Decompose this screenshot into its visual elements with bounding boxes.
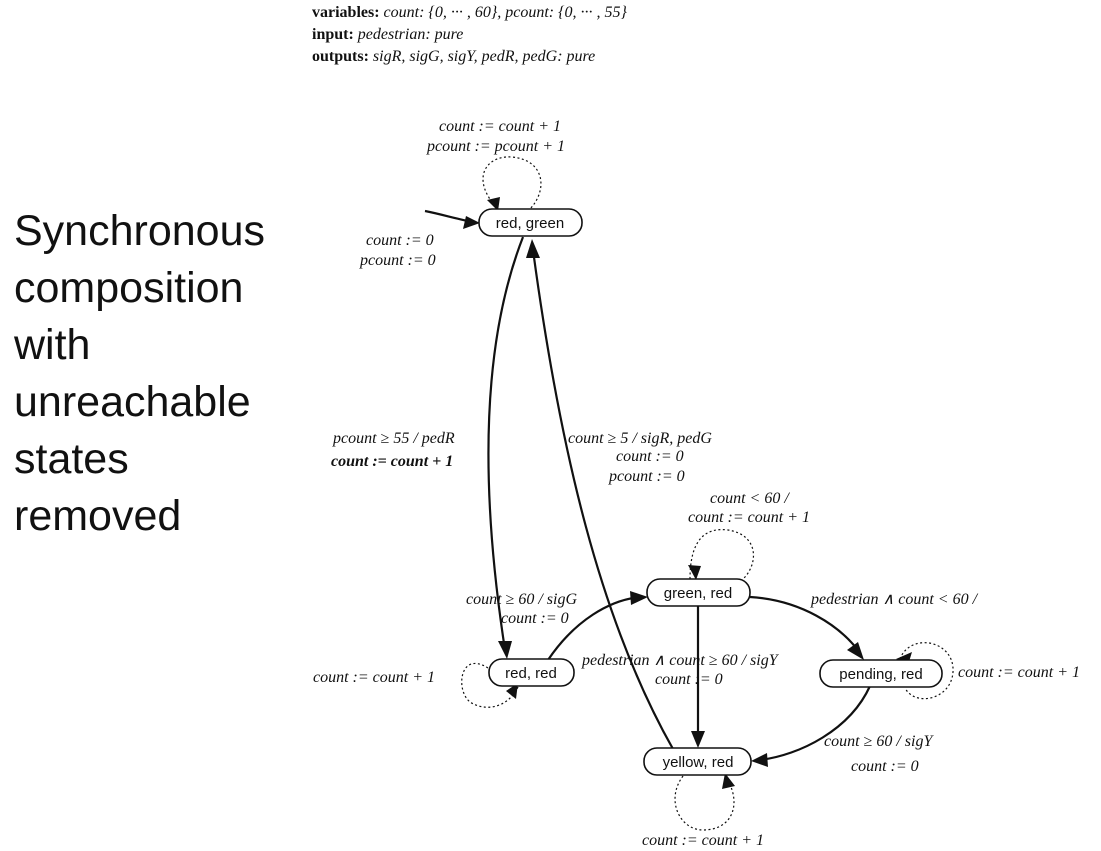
edge-green-red-to-pending-red-arrowhead [847,642,864,660]
self-loop-green-red-label-1: count < 60 / [710,490,790,507]
svg-text:red, green: red, green [496,215,564,232]
edge-green-red-to-pending-red-label: pedestrian ∧ count < 60 / [810,591,979,608]
self-loop-red-green [482,156,542,210]
input-declaration: input: pedestrian: pure [312,26,464,43]
self-loop-green-red-label-2: count := count + 1 [688,509,810,526]
state-green-red: green, red [646,578,751,607]
edge-red-green-to-red-red-arrowhead [498,641,512,659]
initial-label-count: count := 0 [366,232,434,249]
edge-red-green-to-red-red-label-1: pcount ≥ 55 / pedR [332,430,455,447]
edge-red-red-to-green-red-label-2: count := 0 [501,610,569,627]
edge-red-red-to-green-red-label-1: count ≥ 60 / sigG [466,591,577,608]
edge-green-red-to-yellow-red-label-1: pedestrian ∧ count ≥ 60 / sigY [581,652,780,669]
edge-yellow-red-to-red-green-label-3: pcount := 0 [608,468,685,485]
edge-pending-red-to-yellow-red-label-1: count ≥ 60 / sigY [824,733,934,750]
state-red-green: red, green [478,208,583,237]
slide-title: Synchronous composition with unreachable… [14,207,265,540]
self-loop-yellow-red-arrowhead [722,773,735,789]
self-loop-red-green-label-1: count := count + 1 [439,118,561,135]
initial-label-pcount: pcount := 0 [359,252,436,269]
edge-pending-red-to-yellow-red-arrowhead [751,753,768,767]
edge-red-green-to-red-red [487,236,525,651]
self-loop-red-red [461,662,519,708]
self-loop-pending-red-label: count := count + 1 [958,664,1080,681]
svg-text:green, red: green, red [664,585,732,602]
state-yellow-red: yellow, red [643,747,752,776]
self-loop-yellow-red [674,775,735,831]
edge-pending-red-to-yellow-red [759,685,872,762]
outputs-declaration: outputs: sigR, sigG, sigY, pedR, pedG: p… [312,48,596,65]
self-loop-red-green-arrowhead [487,197,500,211]
svg-text:yellow, red: yellow, red [663,754,734,771]
self-loop-pending-red [899,642,954,700]
state-red-red: red, red [488,658,575,687]
edge-yellow-red-to-red-green [531,249,674,750]
self-loop-green-red-arrowhead [688,565,701,580]
self-loop-yellow-red-label: count := count + 1 [642,832,764,849]
svg-text:red, red: red, red [505,665,557,682]
edge-pending-red-to-yellow-red-label-2: count := 0 [851,758,919,775]
edge-yellow-red-to-red-green-arrowhead [526,239,540,258]
edge-yellow-red-to-red-green-label-1: count ≥ 5 / sigR, pedG [568,430,712,447]
self-loop-red-red-arrowhead [506,683,518,699]
edge-yellow-red-to-red-green-label-2: count := 0 [616,448,684,465]
self-loop-green-red [689,528,755,580]
edge-green-red-to-yellow-red-label-2: count := 0 [655,671,723,688]
state-pending-red: pending, red [819,659,943,688]
edge-green-red-to-yellow-red-arrowhead [691,731,705,748]
variables-declaration: variables: count: {0, ··· , 60}, pcount:… [312,4,627,21]
edge-red-green-to-red-red-label-2: count := count + 1 [331,453,453,470]
initial-arrowhead [463,216,480,229]
edge-red-red-to-green-red-arrowhead [630,591,648,605]
edge-green-red-to-pending-red [749,595,861,654]
edge-red-red-to-green-red [547,595,641,661]
self-loop-red-red-label: count := count + 1 [313,669,435,686]
self-loop-red-green-label-2: pcount := pcount + 1 [426,138,565,155]
svg-text:pending, red: pending, red [839,666,922,683]
